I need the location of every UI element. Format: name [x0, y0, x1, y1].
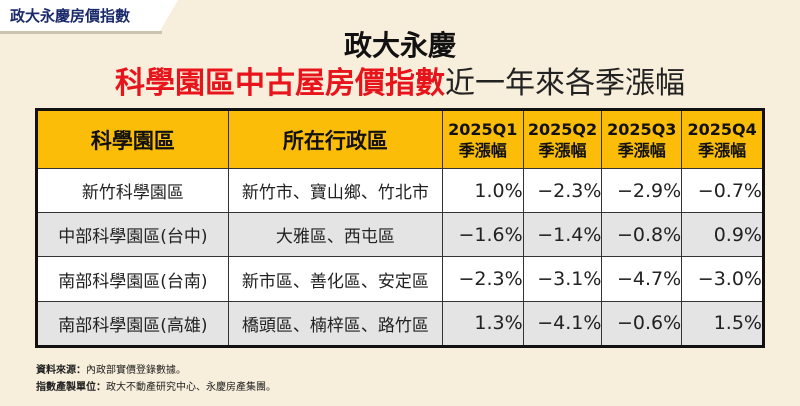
header-q3-period: 2025Q3	[607, 119, 677, 139]
table-header-row: 科學園區 所在行政區 2025Q1 季漲幅 2025Q2 季漲幅 2025Q3 季漲幅…	[36, 109, 764, 169]
producer-value: 政大不動產研究中心、永慶房產集團。	[106, 382, 276, 393]
page-title: 政大永慶	[343, 29, 456, 62]
park-name: 中部科學園區(台中)	[36, 212, 229, 258]
producer-label: 指數產製單位：	[36, 382, 106, 393]
q1-change: −2.3%	[441, 256, 524, 302]
header-q1-label: 季漲幅	[458, 140, 507, 160]
q3-change: −0.6%	[601, 300, 683, 348]
subtitle-highlight: 科學園區中古屋房價指數	[115, 66, 445, 101]
header-q4: 2025Q4 季漲幅	[681, 109, 764, 169]
q2-change: −2.3%	[522, 167, 603, 214]
park-name: 南部科學園區(台南)	[36, 256, 229, 302]
q4-change: 0.9%	[681, 212, 764, 258]
q4-change: −0.7%	[681, 167, 764, 214]
table-row: 新竹科學園區 新竹市、寶山鄉、竹北市 1.0% −2.3% −2.9% −0.7…	[36, 167, 764, 214]
q3-change: −0.8%	[601, 212, 683, 258]
header-district: 所在行政區	[227, 109, 443, 169]
header-q2-period: 2025Q2	[527, 119, 598, 139]
park-name: 新竹科學園區	[36, 167, 229, 214]
footer-source: 資料來源：內政部實價登錄數據。	[36, 361, 186, 376]
table-row: 南部科學園區(台南) 新市區、善化區、安定區 −2.3% −3.1% −4.7%…	[36, 256, 764, 302]
footer-producer: 指數產製單位：政大不動產研究中心、永慶房產集團。	[36, 378, 276, 393]
header-q4-period: 2025Q4	[687, 119, 757, 139]
source-label: 資料來源：	[36, 365, 86, 376]
district-list: 新市區、善化區、安定區	[227, 256, 443, 302]
brand-banner	[0, 0, 178, 31]
brand-banner-shadow	[0, 31, 162, 34]
q2-change: −3.1%	[522, 256, 603, 302]
q1-change: −1.6%	[441, 212, 524, 258]
table-row: 南部科學園區(高雄) 橋頭區、楠梓區、路竹區 1.3% −4.1% −0.6% …	[36, 300, 764, 348]
q2-change: −1.4%	[522, 212, 603, 258]
price-index-table: 科學園區 所在行政區 2025Q1 季漲幅 2025Q2 季漲幅 2025Q3 季漲幅…	[35, 108, 765, 348]
header-q4-label: 季漲幅	[698, 140, 747, 160]
brand-logo-text: 政大永慶房價指數	[10, 7, 131, 25]
district-list: 大雅區、西屯區	[227, 212, 443, 258]
q3-change: −2.9%	[601, 167, 683, 214]
header-q1-period: 2025Q1	[448, 119, 518, 139]
table-row: 中部科學園區(台中) 大雅區、西屯區 −1.6% −1.4% −0.8% 0.9…	[36, 212, 764, 258]
source-value: 內政部實價登錄數據。	[86, 365, 186, 376]
header-park: 科學園區	[36, 109, 229, 169]
page-subtitle: 科學園區中古屋房價指數近一年來各季漲幅	[0, 58, 800, 102]
q3-change: −4.7%	[601, 256, 683, 302]
header-q3-label: 季漲幅	[617, 140, 666, 160]
header-q1: 2025Q1 季漲幅	[441, 109, 524, 169]
subtitle-rest: 近一年來各季漲幅	[445, 66, 685, 101]
q1-change: 1.3%	[441, 300, 524, 348]
q4-change: 1.5%	[681, 300, 764, 348]
q4-change: −3.0%	[681, 256, 764, 302]
q2-change: −4.1%	[522, 300, 603, 348]
district-list: 橋頭區、楠梓區、路竹區	[227, 300, 443, 348]
header-q2-label: 季漲幅	[538, 140, 587, 160]
park-name: 南部科學園區(高雄)	[36, 300, 229, 348]
header-q2: 2025Q2 季漲幅	[522, 109, 603, 169]
q1-change: 1.0%	[441, 167, 524, 214]
district-list: 新竹市、寶山鄉、竹北市	[227, 167, 443, 214]
header-q3: 2025Q3 季漲幅	[601, 109, 683, 169]
